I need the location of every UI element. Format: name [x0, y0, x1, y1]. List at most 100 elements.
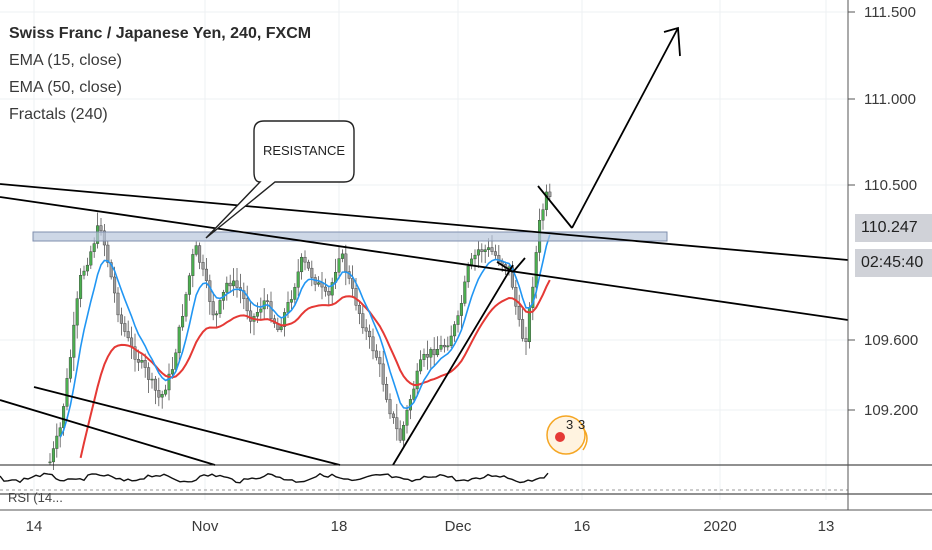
- candle-body: [157, 390, 161, 398]
- trend-lines[interactable]: [0, 26, 849, 466]
- chart-legend: Swiss Franc / Japanese Yen, 240, FXCM EM…: [9, 20, 311, 128]
- candle-body: [388, 399, 392, 415]
- y-tick-111000: 111.000: [864, 91, 916, 108]
- ema50-legend[interactable]: EMA (50, close): [9, 79, 122, 96]
- candle-body: [340, 253, 344, 259]
- symbol-title[interactable]: Swiss Franc / Japanese Yen, 240, FXCM: [9, 25, 312, 42]
- candle-body: [89, 251, 93, 266]
- candle-body: [395, 417, 399, 430]
- candle-body: [79, 275, 83, 299]
- candle-body: [293, 287, 297, 300]
- candle-body: [289, 299, 293, 303]
- candle-body: [483, 249, 487, 252]
- candle-body: [476, 249, 480, 256]
- candle-body: [514, 287, 518, 307]
- resistance-zone[interactable]: [32, 231, 668, 242]
- ema15-line: [59, 234, 551, 438]
- fractal-marker-1: 3: [566, 417, 573, 432]
- y-tick-111500: 111.500: [864, 4, 916, 21]
- candle-body: [92, 243, 96, 252]
- candle-body: [344, 253, 348, 272]
- fractal-markers: 3 3: [546, 415, 588, 455]
- rsi-line: [0, 472, 549, 484]
- candle-body: [453, 324, 457, 337]
- candle-body: [228, 282, 232, 287]
- candle-body: [116, 292, 120, 316]
- candle-body: [255, 312, 259, 317]
- candle-body: [72, 324, 76, 358]
- fractal-marker-2: 3: [578, 417, 585, 432]
- candle-body: [378, 357, 382, 365]
- current-price-badge: 110.247: [855, 214, 932, 242]
- channel-line-lower: [0, 399, 216, 466]
- y-tick-109200: 109.200: [864, 402, 918, 419]
- candle-body: [55, 435, 59, 449]
- y-tick-109600: 109.600: [864, 332, 918, 349]
- candle-body: [68, 357, 72, 379]
- candle-body: [119, 314, 123, 324]
- candle-body: [51, 448, 55, 463]
- candle-body: [337, 258, 341, 273]
- candle-body: [364, 327, 368, 332]
- candle-body: [286, 302, 290, 313]
- candle-body: [490, 247, 494, 252]
- candle-body: [235, 280, 239, 288]
- candlestick-series: [48, 183, 552, 470]
- candle-body: [419, 359, 423, 372]
- candle-body: [201, 262, 205, 270]
- x-tick-13: 13: [818, 518, 835, 535]
- candle-body: [524, 338, 528, 343]
- candle-body: [170, 369, 174, 375]
- candle-body: [160, 393, 164, 398]
- candle-body: [249, 310, 253, 322]
- candle-body: [269, 301, 273, 319]
- x-tick-2020: 2020: [703, 518, 736, 535]
- candle-body: [439, 344, 443, 350]
- candle-body: [211, 301, 215, 316]
- candle-body: [143, 360, 147, 368]
- support-trend-line: [392, 264, 514, 466]
- candle-body: [310, 267, 314, 278]
- candle-body: [204, 268, 208, 281]
- candle-body: [177, 326, 181, 354]
- candle-body: [191, 254, 195, 276]
- price-scale[interactable]: 111.500 111.000 110.500 109.600 109.200: [847, 0, 918, 510]
- candle-body: [436, 349, 440, 356]
- x-tick-18: 18: [331, 518, 348, 535]
- trend-line-upper: [0, 183, 849, 261]
- candle-body: [507, 266, 511, 269]
- candle-body: [425, 354, 429, 358]
- candle-body: [429, 349, 433, 358]
- candle-body: [296, 271, 300, 288]
- candle-body: [245, 298, 249, 312]
- candle-body: [327, 291, 331, 296]
- candle-body: [463, 281, 467, 304]
- candle-body: [521, 319, 525, 339]
- candle-body: [323, 286, 327, 292]
- candle-body: [517, 306, 521, 320]
- ema50-line: [79, 279, 551, 459]
- time-axis[interactable]: 14 Nov 18 Dec 16 2020 13: [0, 509, 932, 535]
- candle-body: [368, 330, 372, 338]
- candle-body: [266, 300, 270, 302]
- candle-body: [167, 373, 171, 391]
- candle-body: [136, 359, 140, 363]
- y-tick-110500: 110.500: [864, 177, 917, 194]
- candle-body: [534, 252, 538, 288]
- candle-body: [85, 264, 89, 272]
- candle-body: [130, 337, 134, 347]
- candle-body: [187, 275, 191, 295]
- candle-body: [442, 344, 446, 348]
- candle-body: [215, 313, 219, 316]
- candle-body: [459, 303, 463, 316]
- candle-body: [412, 388, 416, 400]
- fractals-legend[interactable]: Fractals (240): [9, 106, 108, 123]
- candle-body: [541, 209, 545, 221]
- candle-body: [75, 298, 79, 326]
- resistance-callout[interactable]: RESISTANCE: [205, 120, 355, 239]
- ema15-legend[interactable]: EMA (15, close): [9, 52, 122, 69]
- x-tick-nov: Nov: [192, 518, 219, 535]
- candle-body: [198, 245, 202, 263]
- candle-body: [456, 315, 460, 325]
